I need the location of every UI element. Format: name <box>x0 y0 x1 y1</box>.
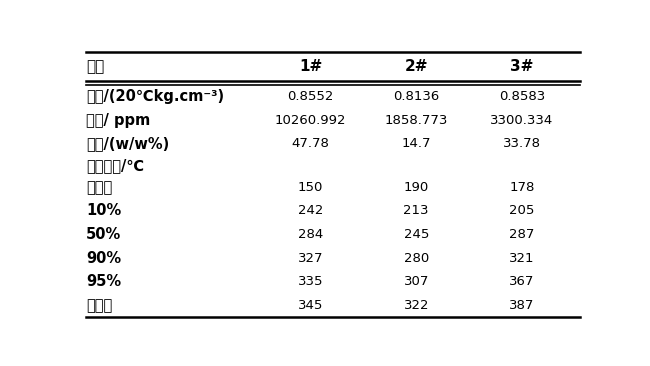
Text: 芳烃/(w/w%): 芳烃/(w/w%) <box>86 137 170 152</box>
Text: 367: 367 <box>510 275 535 288</box>
Text: 馏程温度/℃: 馏程温度/℃ <box>86 158 144 173</box>
Text: 0.8136: 0.8136 <box>393 90 439 103</box>
Text: 33.78: 33.78 <box>503 137 541 150</box>
Text: 321: 321 <box>510 252 535 265</box>
Text: 0.8583: 0.8583 <box>499 90 545 103</box>
Text: 178: 178 <box>510 181 535 194</box>
Text: 150: 150 <box>298 181 323 194</box>
Text: 387: 387 <box>510 299 535 312</box>
Text: 287: 287 <box>510 228 535 241</box>
Text: 1858.773: 1858.773 <box>385 114 448 127</box>
Text: 280: 280 <box>404 252 429 265</box>
Text: 10260.992: 10260.992 <box>275 114 346 127</box>
Text: 3300.334: 3300.334 <box>490 114 554 127</box>
Text: 335: 335 <box>298 275 323 288</box>
Text: 95%: 95% <box>86 274 122 289</box>
Text: 242: 242 <box>298 204 323 217</box>
Text: 1#: 1# <box>299 59 322 74</box>
Text: 284: 284 <box>298 228 323 241</box>
Text: 14.7: 14.7 <box>402 137 431 150</box>
Text: 终馏点: 终馏点 <box>86 298 112 313</box>
Text: 密度/(20℃kg.cm⁻³): 密度/(20℃kg.cm⁻³) <box>86 89 224 104</box>
Text: 2#: 2# <box>404 59 428 74</box>
Text: 3#: 3# <box>510 59 534 74</box>
Text: 245: 245 <box>404 228 429 241</box>
Text: 50%: 50% <box>86 227 122 242</box>
Text: 0.8552: 0.8552 <box>287 90 333 103</box>
Text: 213: 213 <box>404 204 429 217</box>
Text: 10%: 10% <box>86 203 122 219</box>
Text: 190: 190 <box>404 181 429 194</box>
Text: 205: 205 <box>510 204 535 217</box>
Text: 307: 307 <box>404 275 429 288</box>
Text: 345: 345 <box>298 299 323 312</box>
Text: 总硫/ ppm: 总硫/ ppm <box>86 113 151 128</box>
Text: 90%: 90% <box>86 251 122 266</box>
Text: 初馏点: 初馏点 <box>86 180 112 195</box>
Text: 47.78: 47.78 <box>291 137 330 150</box>
Text: 项目: 项目 <box>86 59 105 74</box>
Text: 327: 327 <box>298 252 323 265</box>
Text: 322: 322 <box>404 299 429 312</box>
